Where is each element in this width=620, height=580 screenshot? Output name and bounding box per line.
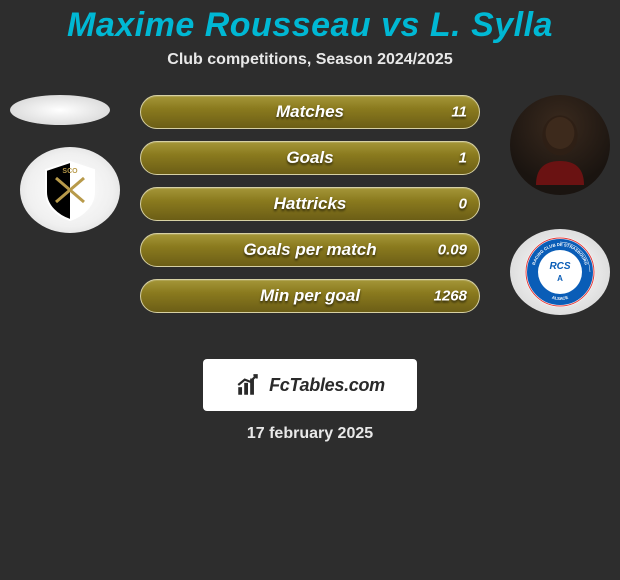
svg-text:RCS: RCS xyxy=(549,261,570,272)
snapshot-date: 17 february 2025 xyxy=(247,425,373,443)
stat-row-goals: Goals 1 xyxy=(140,141,480,175)
comparison-card: Maxime Rousseau vs L. Sylla Club competi… xyxy=(0,0,620,443)
stat-row-matches: Matches 11 xyxy=(140,95,480,129)
stat-right-value: 0 xyxy=(459,196,467,213)
page-subtitle: Club competitions, Season 2024/2025 xyxy=(167,51,452,69)
stat-row-goals-per-match: Goals per match 0.09 xyxy=(140,233,480,267)
fctables-logo[interactable]: FcTables.com xyxy=(203,359,417,411)
stat-label: Matches xyxy=(276,102,344,122)
stat-row-min-per-goal: Min per goal 1268 xyxy=(140,279,480,313)
stat-right-value: 1 xyxy=(459,150,467,167)
logo-text: FcTables.com xyxy=(269,375,385,396)
svg-text:A: A xyxy=(557,274,563,283)
angers-sco-badge: SCO xyxy=(20,147,120,233)
bar-chart-icon xyxy=(235,372,261,398)
stat-right-value: 11 xyxy=(451,104,467,121)
stats-area: SCO RCS A RACING CLUB DE STRASBOURG xyxy=(0,91,620,351)
stat-bars: Matches 11 Goals 1 Hattricks 0 Goals per… xyxy=(140,95,480,313)
person-silhouette-icon xyxy=(520,105,600,185)
angers-sco-icon: SCO xyxy=(38,158,102,222)
stat-label: Hattricks xyxy=(274,194,347,214)
stat-right-value: 1268 xyxy=(434,288,467,305)
stat-label: Goals per match xyxy=(243,240,376,260)
rc-strasbourg-badge: RCS A RACING CLUB DE STRASBOURG ALSACE xyxy=(510,229,610,315)
player-right-avatar xyxy=(510,95,610,195)
player-left-avatar xyxy=(10,95,110,125)
rc-strasbourg-icon: RCS A RACING CLUB DE STRASBOURG ALSACE xyxy=(524,236,596,308)
stat-label: Goals xyxy=(286,148,333,168)
stat-label: Min per goal xyxy=(260,286,360,306)
svg-text:SCO: SCO xyxy=(62,168,78,175)
page-title: Maxime Rousseau vs L. Sylla xyxy=(67,6,553,45)
stat-row-hattricks: Hattricks 0 xyxy=(140,187,480,221)
stat-right-value: 0.09 xyxy=(438,242,467,259)
